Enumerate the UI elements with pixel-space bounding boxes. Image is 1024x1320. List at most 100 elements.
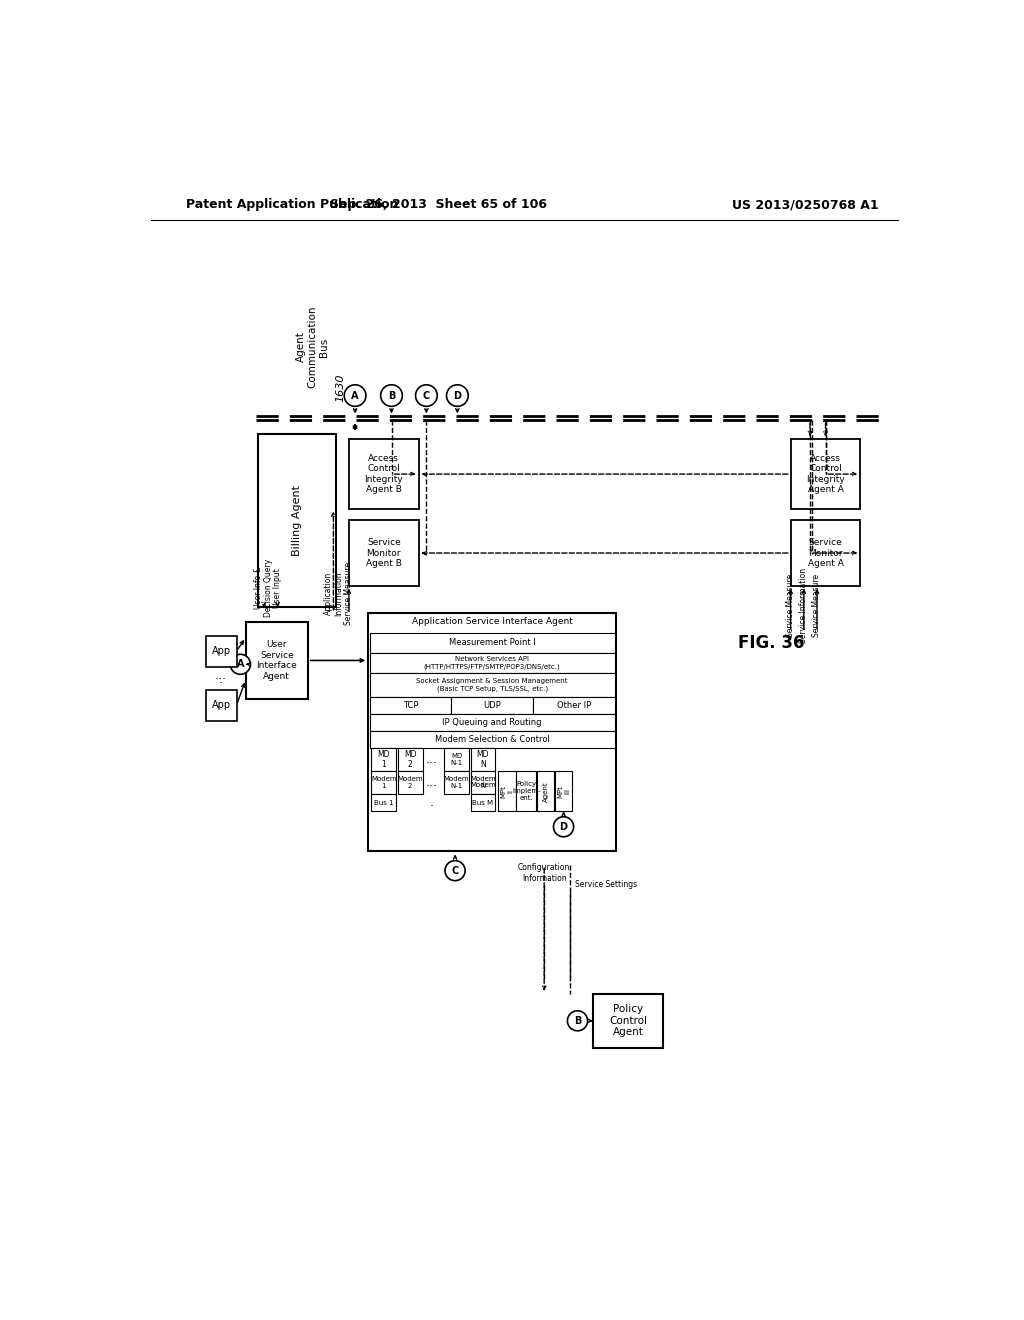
Text: Configuration
Information: Configuration Information — [518, 863, 570, 883]
Text: UDP: UDP — [483, 701, 501, 710]
Bar — [791, 440, 860, 508]
Text: Modem
2: Modem 2 — [397, 776, 423, 789]
Bar — [499, 771, 515, 812]
Bar — [349, 520, 419, 586]
Bar — [246, 622, 308, 700]
Text: Modem
N-1: Modem N-1 — [443, 776, 469, 789]
Text: User Input: User Input — [273, 568, 282, 609]
Text: US 2013/0250768 A1: US 2013/0250768 A1 — [732, 198, 880, 211]
Text: 1630: 1630 — [336, 374, 346, 403]
Ellipse shape — [567, 1011, 588, 1031]
Ellipse shape — [446, 385, 468, 407]
Text: Application
Information: Application Information — [324, 572, 343, 615]
Text: Service Information: Service Information — [800, 568, 808, 643]
Text: Modem Selection & Control: Modem Selection & Control — [435, 735, 550, 744]
Text: A: A — [351, 391, 358, 400]
Text: Other IP: Other IP — [557, 701, 591, 710]
Bar — [372, 795, 396, 812]
Text: Policy
Implem-
ent.: Policy Implem- ent. — [512, 781, 541, 801]
Text: Sep. 26, 2013  Sheet 65 of 106: Sep. 26, 2013 Sheet 65 of 106 — [330, 198, 547, 211]
Bar — [370, 673, 614, 697]
Text: MD
1: MD 1 — [378, 750, 390, 770]
Bar — [516, 771, 537, 812]
Bar — [370, 714, 614, 731]
Text: Network Services API
(HTTP/HTTPS/FTP/SMTP/POP3/DNS/etc.): Network Services API (HTTP/HTTPS/FTP/SMT… — [424, 656, 560, 669]
Text: Measurement Point I: Measurement Point I — [449, 639, 536, 647]
Ellipse shape — [344, 385, 366, 407]
Bar — [370, 697, 452, 714]
Text: Service Measure: Service Measure — [344, 562, 353, 624]
Bar — [372, 748, 396, 771]
Bar — [444, 771, 469, 795]
Text: MPt
III: MPt III — [557, 785, 570, 797]
Text: MD
N-1: MD N-1 — [451, 754, 463, 767]
Bar — [471, 795, 496, 812]
Text: Agent: Agent — [543, 781, 549, 801]
Text: Service Measure: Service Measure — [812, 573, 821, 636]
Text: Modem
N: Modem N — [470, 776, 496, 789]
Bar — [534, 697, 614, 714]
Text: Agent
Communication
Bus: Agent Communication Bus — [296, 306, 329, 388]
Ellipse shape — [230, 655, 251, 675]
Bar — [372, 771, 396, 795]
Ellipse shape — [554, 817, 573, 837]
Text: User Info &
Decision Query: User Info & Decision Query — [254, 558, 273, 618]
Bar — [538, 771, 554, 812]
Text: Policy
Control
Agent: Policy Control Agent — [609, 1005, 647, 1038]
Text: App: App — [211, 700, 230, 710]
Text: Application Service Interface Agent: Application Service Interface Agent — [412, 618, 572, 627]
Text: Access
Control
Integrity
Agent A: Access Control Integrity Agent A — [806, 454, 845, 494]
Bar — [471, 748, 496, 771]
Text: Service
Monitor
Agent A: Service Monitor Agent A — [808, 539, 844, 568]
Text: Service Measure: Service Measure — [786, 573, 795, 636]
Text: ...: ... — [426, 754, 438, 767]
Text: .: . — [430, 796, 434, 809]
Text: App: App — [211, 647, 230, 656]
Bar — [471, 771, 496, 795]
Text: Bus M: Bus M — [472, 800, 494, 807]
Text: Bus 1: Bus 1 — [374, 800, 393, 807]
Text: User
Service
Interface
Agent: User Service Interface Agent — [256, 640, 297, 681]
Text: Service
Monitor
Agent B: Service Monitor Agent B — [366, 539, 401, 568]
Ellipse shape — [445, 861, 465, 880]
Text: FIG. 36: FIG. 36 — [738, 635, 805, 652]
Text: Access
Control
Integrity
Agent B: Access Control Integrity Agent B — [365, 454, 403, 494]
Bar — [397, 771, 423, 795]
Bar — [791, 520, 860, 586]
Text: C: C — [423, 391, 430, 400]
Bar — [206, 689, 237, 721]
Text: Billing Agent: Billing Agent — [292, 486, 302, 556]
Bar — [370, 653, 614, 673]
Bar — [369, 612, 616, 851]
Text: C: C — [452, 866, 459, 875]
Text: Patent Application Publication: Patent Application Publication — [186, 198, 398, 211]
Text: D: D — [454, 391, 462, 400]
Text: Service Settings: Service Settings — [575, 880, 637, 888]
Text: B: B — [573, 1016, 582, 1026]
Text: .: . — [219, 673, 223, 686]
Ellipse shape — [416, 385, 437, 407]
Bar — [258, 434, 336, 607]
Text: MPt
II: MPt II — [501, 785, 513, 797]
Bar — [370, 632, 614, 653]
Text: ...: ... — [215, 669, 227, 682]
Bar — [397, 748, 423, 771]
Text: MD
N: MD N — [477, 750, 489, 770]
Bar — [555, 771, 572, 812]
Text: D: D — [559, 822, 567, 832]
Text: Modem: Modem — [470, 783, 496, 788]
Text: IP Queuing and Routing: IP Queuing and Routing — [442, 718, 542, 727]
Bar — [444, 748, 469, 771]
Text: Socket Assignment & Session Management
(Basic TCP Setup, TLS/SSL, etc.): Socket Assignment & Session Management (… — [417, 678, 568, 692]
Bar — [349, 440, 419, 508]
Text: MD
2: MD 2 — [403, 750, 417, 770]
Text: Modem
1: Modem 1 — [371, 776, 396, 789]
Text: ...: ... — [426, 776, 438, 789]
Text: A: A — [237, 659, 244, 669]
Bar — [370, 731, 614, 748]
Text: B: B — [388, 391, 395, 400]
Text: TCP: TCP — [402, 701, 419, 710]
Ellipse shape — [381, 385, 402, 407]
Bar — [593, 994, 663, 1048]
Bar — [452, 697, 534, 714]
